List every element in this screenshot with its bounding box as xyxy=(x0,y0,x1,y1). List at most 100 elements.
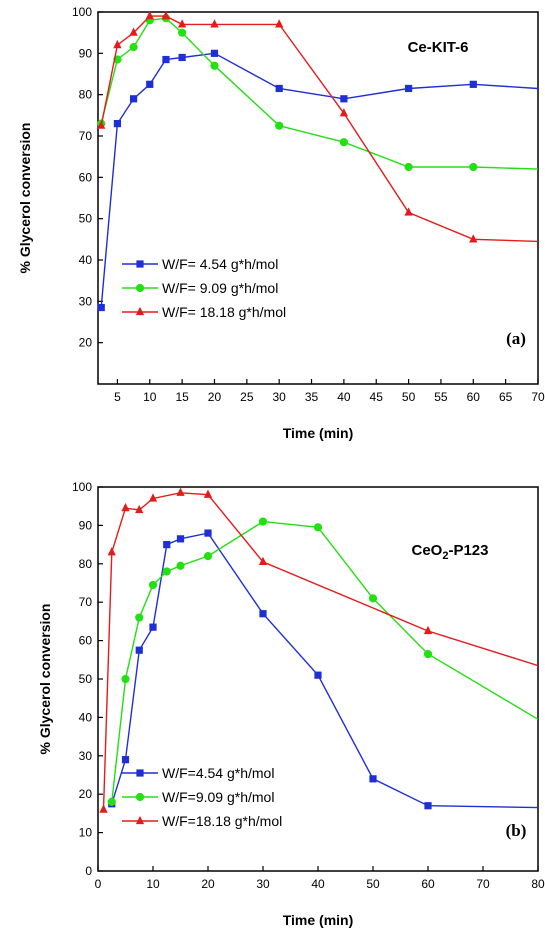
data-point xyxy=(162,55,170,64)
legend-marker xyxy=(136,769,144,777)
series-line xyxy=(100,52,538,308)
legend-entry: W/F= 18.18 g*h/mol xyxy=(162,304,286,320)
legend-marker xyxy=(136,260,144,268)
x-tick-label: 70 xyxy=(531,390,545,404)
y-tick-label: 60 xyxy=(79,634,93,648)
x-tick-label: 80 xyxy=(531,877,545,891)
chart-panel-b: 0 10 20 30 40 50 60 70 80 0 10 20 30 40 50 60 70 80 90 100 T… xyxy=(37,480,545,928)
data-point xyxy=(176,535,185,543)
x-tick-label: 20 xyxy=(201,877,215,891)
y-axis-label: % Glycerol conversion xyxy=(37,604,53,755)
x-tick-label: 15 xyxy=(175,390,189,404)
x-axis-label: Time (min) xyxy=(283,912,354,928)
data-point xyxy=(129,43,138,52)
data-point xyxy=(210,61,219,70)
x-tick-label: 10 xyxy=(143,390,157,404)
series-line xyxy=(111,520,538,802)
data-point xyxy=(121,756,130,764)
data-point xyxy=(469,234,478,243)
x-tick-label: 25 xyxy=(240,390,254,404)
data-point xyxy=(469,80,477,88)
x-tick-label: 5 xyxy=(114,390,121,404)
data-point xyxy=(97,120,106,129)
x-tick-label: 50 xyxy=(366,877,380,891)
data-point xyxy=(404,84,413,93)
data-point xyxy=(97,303,105,312)
data-point xyxy=(210,19,219,28)
data-point xyxy=(107,797,116,806)
plot-frame xyxy=(97,11,539,385)
data-point xyxy=(135,613,144,622)
y-tick-label: 30 xyxy=(79,749,93,763)
data-point xyxy=(258,517,268,526)
series-triangle xyxy=(97,10,538,243)
y-tick-label: 100 xyxy=(72,5,92,19)
y-tick-label: 90 xyxy=(79,518,93,532)
data-point xyxy=(145,10,154,20)
data-point xyxy=(314,671,322,679)
y-tick-label: 10 xyxy=(79,826,93,840)
data-point xyxy=(177,19,187,28)
legend-entry: W/F=4.54 g*h/mol xyxy=(162,765,274,781)
x-tick-label: 65 xyxy=(499,390,513,404)
data-point xyxy=(275,19,284,28)
panel-label: (b) xyxy=(506,821,527,840)
data-point xyxy=(423,625,433,635)
legend-marker xyxy=(135,306,145,316)
panel-label: (a) xyxy=(506,329,526,348)
x-tick-label: 60 xyxy=(467,390,481,404)
y-tick-label: 70 xyxy=(79,129,93,143)
data-point xyxy=(161,10,171,20)
x-tick-label: 30 xyxy=(272,390,286,404)
data-point xyxy=(129,27,138,36)
series-line xyxy=(102,492,538,810)
x-tick-label: 40 xyxy=(311,877,325,891)
series-circle xyxy=(97,14,538,172)
data-point xyxy=(339,138,348,147)
y-tick-label: 0 xyxy=(85,864,92,878)
legend-entry: W/F= 4.54 g*h/mol xyxy=(162,256,278,272)
data-point xyxy=(369,775,377,783)
legend-entry: W/F=18.18 g*h/mol xyxy=(162,813,282,829)
data-point xyxy=(121,674,130,684)
data-point xyxy=(404,207,413,216)
y-tick-label: 50 xyxy=(79,672,93,686)
data-point xyxy=(203,552,213,561)
y-tick-label: 50 xyxy=(79,212,93,226)
data-point xyxy=(99,804,108,813)
data-point xyxy=(340,95,348,103)
x-tick-label: 40 xyxy=(337,390,351,404)
data-point xyxy=(469,162,478,172)
y-tick-label: 90 xyxy=(79,46,93,60)
legend-marker xyxy=(135,283,145,293)
data-point xyxy=(163,541,171,549)
series-line xyxy=(100,17,538,170)
y-tick-label: 70 xyxy=(79,595,93,609)
y-tick-label: 60 xyxy=(79,170,93,184)
data-point xyxy=(258,556,268,566)
data-point xyxy=(129,95,138,103)
x-tick-label: 0 xyxy=(95,877,102,891)
series-line xyxy=(100,15,538,243)
data-point xyxy=(368,594,378,603)
y-tick-label: 30 xyxy=(79,294,93,308)
x-tick-label: 70 xyxy=(476,877,490,891)
x-axis-label: Time (min) xyxy=(283,425,354,441)
data-point xyxy=(404,162,413,172)
data-point xyxy=(339,108,349,117)
data-point xyxy=(176,487,185,496)
chart-title: Ce-KIT-6 xyxy=(408,39,469,56)
y-tick-label: 80 xyxy=(79,557,93,571)
x-tick-label: 50 xyxy=(402,390,416,404)
data-point xyxy=(423,649,433,659)
data-point xyxy=(313,523,323,532)
data-point xyxy=(121,502,130,512)
y-tick-label: 100 xyxy=(72,480,92,494)
data-point xyxy=(135,646,143,654)
x-tick-label: 10 xyxy=(146,877,160,891)
data-point xyxy=(148,580,158,590)
data-point xyxy=(178,53,186,62)
y-tick-label: 80 xyxy=(79,88,93,102)
data-point xyxy=(135,504,144,514)
series-square xyxy=(97,49,538,312)
